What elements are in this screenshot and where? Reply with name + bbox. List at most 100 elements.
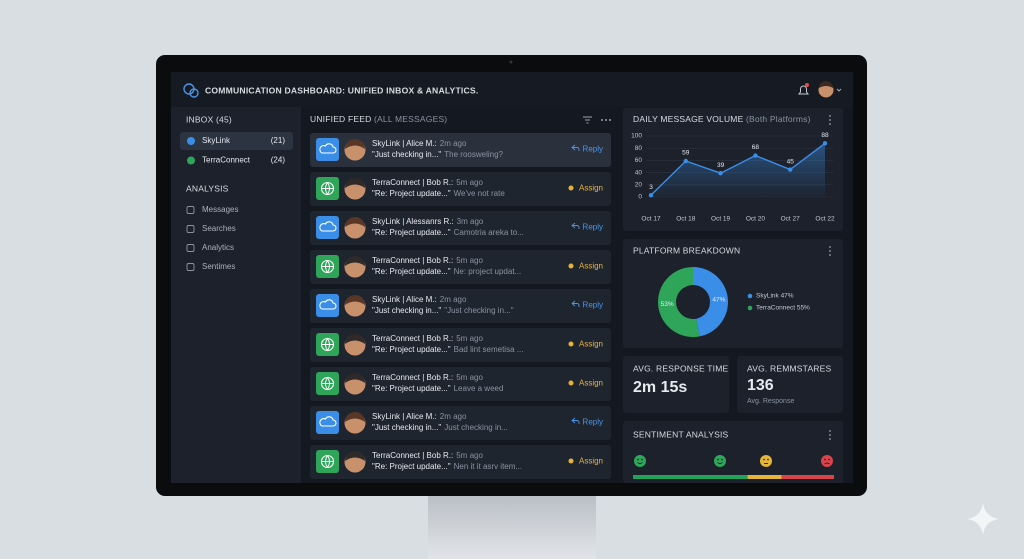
- message-card[interactable]: TerraConnect | Bob R.: 5m ago "Re: Project…: [310, 172, 611, 206]
- time: 5m ago: [456, 334, 483, 343]
- assign-dot: [568, 341, 574, 347]
- message-card[interactable]: TerraConnect | Bob R.: 5m ago "Re: Project…: [310, 328, 611, 362]
- y-tick-label: 100: [631, 133, 642, 140]
- assign-dot: [568, 458, 574, 464]
- notification-button[interactable]: [798, 83, 809, 95]
- action-button[interactable]: Assign: [568, 340, 604, 349]
- feed-title: UNIFIED FEED (ALL MESSAGES): [310, 114, 447, 124]
- inbox-name: TerraConnect: [202, 156, 251, 165]
- slice-label: 53%: [661, 301, 674, 308]
- message-card[interactable]: SkyLink | Alice M.: 2m ago "Just checking …: [310, 289, 611, 323]
- monitor-stand: [428, 494, 596, 559]
- stat-panel: [737, 356, 843, 413]
- panel-menus[interactable]: [829, 115, 831, 440]
- analysis-item[interactable]: Searches: [186, 224, 236, 233]
- action-button[interactable]: Reply: [571, 223, 603, 232]
- analysis-item[interactable]: Messages: [186, 205, 238, 214]
- analysis-icon: [186, 206, 195, 214]
- message-card[interactable]: TerraConnect | Bob R.: 5m ago "Re: Project…: [310, 445, 611, 479]
- action-button[interactable]: Reply: [571, 418, 603, 427]
- preview: Leave a weed: [454, 384, 504, 393]
- inbox-item[interactable]: SkyLink (21): [187, 136, 285, 145]
- subject: "Just checking in...": [372, 423, 441, 432]
- card-bg: [310, 445, 611, 479]
- x-tick-label: Oct 17: [641, 216, 661, 223]
- globe-glyph: [321, 338, 334, 352]
- message-card[interactable]: SkyLink | Alice M.: 2m ago "Just checking …: [310, 133, 611, 167]
- card-bg: [310, 289, 611, 323]
- message-header: SkyLink | Alice M.: 2m ago: [372, 295, 467, 304]
- platform-icon: [316, 411, 339, 434]
- message-card[interactable]: SkyLink | Alessanrs R.: 3m ago "Re: Projec…: [310, 211, 611, 245]
- stat-value: 136: [747, 377, 774, 394]
- subject: "Re: Project update...": [372, 267, 451, 276]
- card-bg: [310, 367, 611, 401]
- message-body: "Just checking in..." "Just checking in..…: [372, 306, 514, 315]
- volume-subtitle: (Both Platforms): [746, 114, 811, 124]
- message-header: SkyLink | Alice M.: 2m ago: [372, 412, 467, 421]
- cloud-glyph: [319, 221, 337, 232]
- message-body: "Re: Project update..." Nen it it asrv it…: [372, 462, 522, 471]
- value-label: 45: [787, 158, 795, 165]
- sender: TerraConnect | Bob R.:: [372, 178, 453, 187]
- avatar-hair: [345, 373, 365, 383]
- assign-dot: [568, 185, 574, 191]
- message-card[interactable]: SkyLink | Alice M.: 2m ago "Just checking …: [310, 406, 611, 440]
- subject: "Re: Project update...": [372, 345, 451, 354]
- avatar-hair: [345, 412, 365, 422]
- sender: TerraConnect | Bob R.:: [372, 373, 453, 382]
- analysis-item[interactable]: Sentimes: [186, 262, 235, 271]
- point: [822, 141, 828, 146]
- stat-panel: [623, 356, 729, 413]
- preview: Nen it it asrv item...: [454, 462, 522, 471]
- preview: The roosweling?: [444, 150, 503, 159]
- analysis-label: Searches: [202, 224, 236, 233]
- message-card[interactable]: TerraConnect | Bob R.: 5m ago "Re: Project…: [310, 250, 611, 284]
- point: [718, 171, 723, 176]
- message-body: "Re: Project update..." We've not rate: [372, 189, 505, 198]
- subject: "Re: Project update...": [372, 189, 451, 198]
- card-bg: [310, 328, 611, 362]
- action-button[interactable]: Reply: [571, 301, 603, 310]
- x-tick-label: Oct 19: [711, 216, 731, 223]
- analysis-item[interactable]: Analytics: [186, 243, 234, 252]
- sentiment-segment: [633, 475, 748, 479]
- avatar-hair: [345, 295, 365, 305]
- action-button[interactable]: Assign: [568, 262, 604, 271]
- preview: Camotria areka to...: [454, 228, 524, 237]
- action-button[interactable]: Assign: [568, 457, 604, 466]
- message-body: "Just checking in..." The roosweling?: [372, 150, 504, 159]
- message-header: TerraConnect | Bob R.: 5m ago: [372, 334, 483, 343]
- stat-note: Avg. Response: [747, 398, 794, 405]
- filter-button[interactable]: [583, 116, 592, 124]
- analysis-icon: [186, 244, 195, 252]
- legend-label: TerraConnect 55%: [756, 305, 810, 312]
- sidebar: [171, 107, 301, 483]
- platform-title: PLATFORM BREAKDOWN: [633, 245, 740, 255]
- card-bg: [310, 133, 611, 167]
- platform-icon: [316, 138, 339, 161]
- sender: TerraConnect | Bob R.:: [372, 451, 453, 460]
- line: [650, 142, 826, 196]
- donut-slice: [658, 267, 700, 337]
- selected-inbox: [180, 132, 293, 150]
- action-button[interactable]: Assign: [568, 379, 604, 388]
- platform-icon: [316, 216, 339, 239]
- message-body: "Just checking in..." Just checking in...: [372, 423, 508, 432]
- analysis-title: ANALYSIS: [186, 183, 229, 193]
- more-button[interactable]: [601, 119, 611, 121]
- legend-swatch: [747, 305, 753, 311]
- inbox-item[interactable]: TerraConnect (24): [187, 156, 285, 165]
- stat-title: AVG. REMMSTARES: [747, 363, 832, 373]
- time: 2m ago: [440, 139, 467, 148]
- legend-label: SkyLink 47%: [756, 293, 794, 300]
- message-card[interactable]: TerraConnect | Bob R.: 5m ago "Re: Project…: [310, 367, 611, 401]
- action-button[interactable]: Reply: [571, 145, 603, 154]
- action-label: Reply: [583, 145, 603, 154]
- message-header: SkyLink | Alessanrs R.: 3m ago: [372, 217, 484, 226]
- action-button[interactable]: Assign: [568, 184, 604, 193]
- avatar-hair: [345, 451, 365, 461]
- profile-button[interactable]: [818, 81, 842, 98]
- subject: "Re: Project update...": [372, 228, 451, 237]
